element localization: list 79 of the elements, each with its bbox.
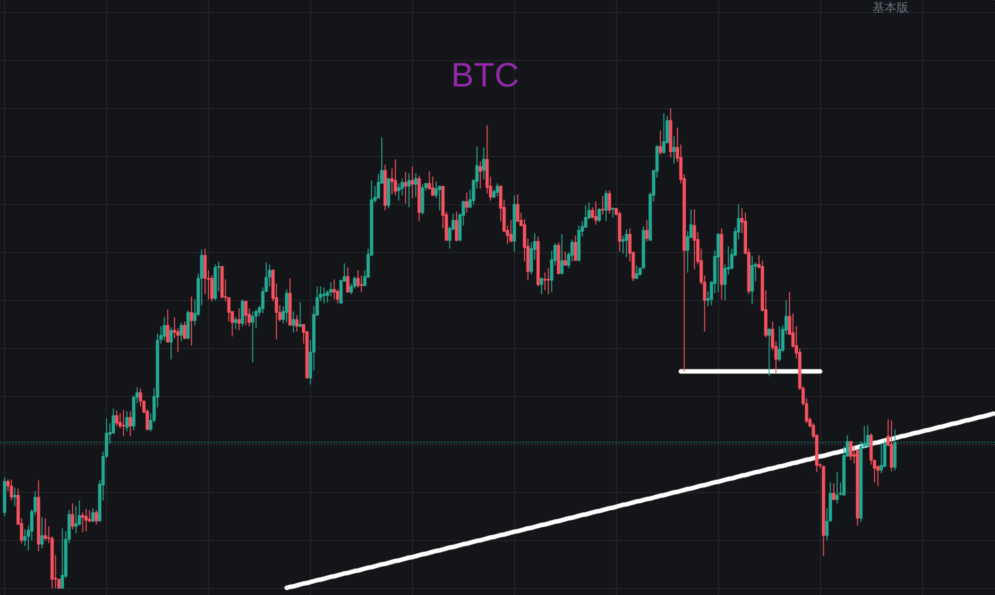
candlestick [624, 228, 628, 258]
candlestick [438, 186, 442, 211]
candlestick [509, 220, 513, 243]
candlestick [836, 472, 839, 504]
candlestick [376, 174, 380, 199]
candlestick [23, 528, 27, 547]
candlestick [540, 278, 544, 295]
candlestick [604, 190, 608, 222]
candlestick [251, 310, 254, 363]
candlestick [115, 410, 118, 427]
candlestick [322, 286, 326, 304]
candlestick [10, 478, 13, 501]
candlestick [244, 300, 248, 326]
candlestick [190, 296, 194, 346]
candlestick [546, 268, 550, 295]
candlestick [692, 208, 696, 270]
candlestick [404, 172, 408, 204]
candlestick [237, 308, 241, 331]
candlestick [635, 264, 638, 280]
candlestick [598, 208, 601, 223]
candlestick [13, 487, 16, 507]
candlestick [397, 182, 400, 202]
candlestick [81, 512, 84, 533]
candlestick [44, 518, 47, 541]
candlestick [564, 250, 567, 266]
candlestick [169, 326, 173, 360]
candlestick [125, 410, 129, 432]
candlestick [360, 274, 364, 293]
candlestick [346, 266, 350, 293]
candlestick [611, 206, 614, 218]
candlestick [768, 328, 771, 377]
candlestick [356, 270, 360, 288]
candlestick [40, 516, 44, 549]
candlestick [60, 528, 64, 589]
candlestick [180, 322, 183, 342]
candlestick [414, 172, 418, 198]
candlestick [454, 211, 458, 242]
candlestick [849, 440, 852, 461]
candlestick [70, 502, 74, 530]
candlestick [84, 508, 88, 532]
candlestick [658, 130, 662, 156]
candlestick [332, 278, 336, 300]
candlestick [183, 321, 186, 340]
text: 基本版 [872, 0, 908, 14]
candlestick [496, 182, 499, 197]
candlestick [662, 112, 666, 154]
candlestick [543, 272, 547, 291]
candlestick [394, 158, 397, 196]
candlestick [407, 172, 411, 208]
candlestick [778, 326, 781, 362]
candlestick [594, 201, 598, 226]
candlestick [410, 166, 414, 199]
candlestick [339, 280, 343, 304]
candlestick [162, 316, 166, 341]
candlestick [672, 136, 676, 164]
chart-title: BTC [451, 56, 520, 94]
candlestick [574, 235, 578, 262]
candlestick [166, 309, 170, 343]
candlestick [608, 190, 612, 214]
candlestick [122, 410, 126, 437]
candlestick [91, 508, 95, 523]
candlestick [465, 192, 468, 214]
candlestick [482, 146, 486, 180]
candlestick [94, 510, 98, 525]
candlestick [716, 232, 720, 293]
candlestick [234, 316, 238, 330]
candlestick [128, 410, 132, 437]
candlestick [295, 314, 298, 332]
candlestick [880, 442, 883, 474]
candlestick [478, 160, 482, 190]
candlestick [645, 220, 648, 242]
candlestick [298, 302, 302, 328]
candlestick [285, 288, 288, 323]
candlestick [601, 196, 604, 216]
candlestick [560, 234, 564, 275]
candlestick [890, 420, 894, 472]
candlestick [832, 482, 836, 501]
candlestick [240, 298, 244, 327]
candlestick [516, 194, 520, 223]
